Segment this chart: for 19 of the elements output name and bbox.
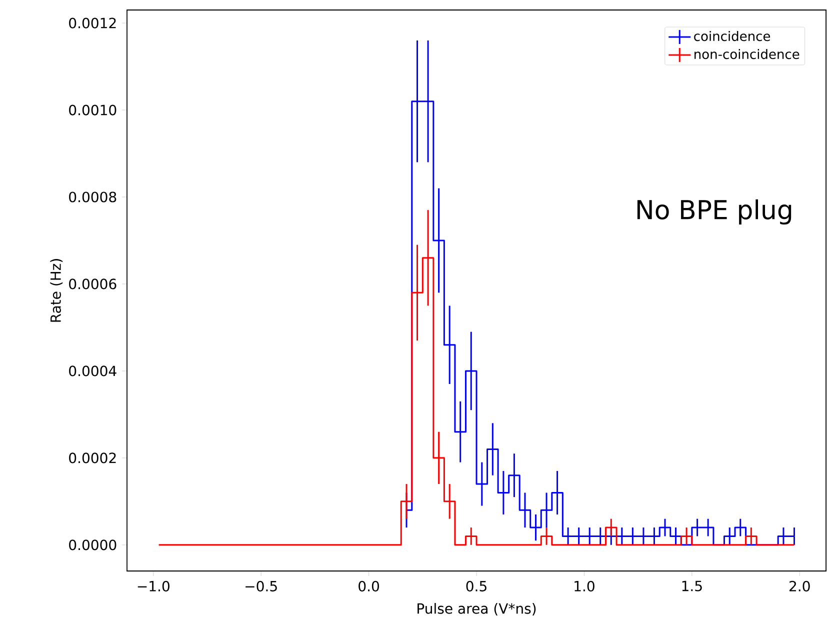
x-tick-label: 0.0 <box>358 580 380 592</box>
y-tick-label: 0.0008 <box>69 192 116 202</box>
annotation: No BPE plug <box>637 199 792 225</box>
x-tick-label: 2.0 <box>790 580 810 592</box>
legend-label: coincidence <box>694 31 770 42</box>
y-tick-label: 0.0002 <box>69 452 116 464</box>
y-tick-label: 0.0010 <box>69 104 116 116</box>
y-tick-label: 0.0004 <box>69 366 116 376</box>
y-tick-label: 0.0000 <box>69 540 116 550</box>
y-tick-label: 0.0006 <box>69 278 116 290</box>
x-tick-label: −1.0 <box>138 580 170 592</box>
x-tick-label: 1.0 <box>574 580 594 592</box>
x-axis-title: Pulse area (V*ns) <box>418 602 536 616</box>
x-tick-label: −0.5 <box>246 580 277 592</box>
x-tick-label: 1.5 <box>682 580 702 592</box>
legend-label: non-coincidence <box>694 49 800 60</box>
y-axis-title: Rate (Hz) <box>50 259 63 322</box>
x-tick-label: 0.5 <box>466 580 486 592</box>
y-tick-label: 0.0012 <box>69 18 116 28</box>
